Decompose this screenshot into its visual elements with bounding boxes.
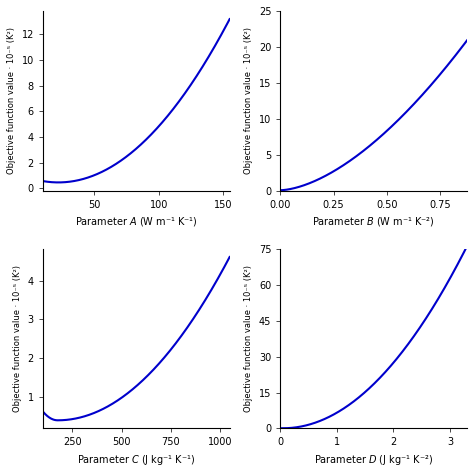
X-axis label: Parameter $\it{D}$ (J kg⁻¹ K⁻²): Parameter $\it{D}$ (J kg⁻¹ K⁻²) bbox=[314, 453, 433, 467]
Y-axis label: Objective function value · 10⁻⁵ (K²): Objective function value · 10⁻⁵ (K²) bbox=[244, 27, 253, 174]
X-axis label: Parameter $\it{C}$ (J kg⁻¹ K⁻¹): Parameter $\it{C}$ (J kg⁻¹ K⁻¹) bbox=[77, 453, 195, 467]
X-axis label: Parameter $\it{B}$ (W m⁻¹ K⁻²): Parameter $\it{B}$ (W m⁻¹ K⁻²) bbox=[312, 215, 435, 228]
Y-axis label: Objective function value · 10⁻⁵ (K²): Objective function value · 10⁻⁵ (K²) bbox=[7, 27, 16, 174]
Y-axis label: Objective function value · 10⁻⁵ (K²): Objective function value · 10⁻⁵ (K²) bbox=[13, 265, 22, 412]
Y-axis label: Objective function value · 10⁻⁵ (K²): Objective function value · 10⁻⁵ (K²) bbox=[244, 265, 253, 412]
X-axis label: Parameter $\it{A}$ (W m⁻¹ K⁻¹): Parameter $\it{A}$ (W m⁻¹ K⁻¹) bbox=[75, 215, 198, 228]
